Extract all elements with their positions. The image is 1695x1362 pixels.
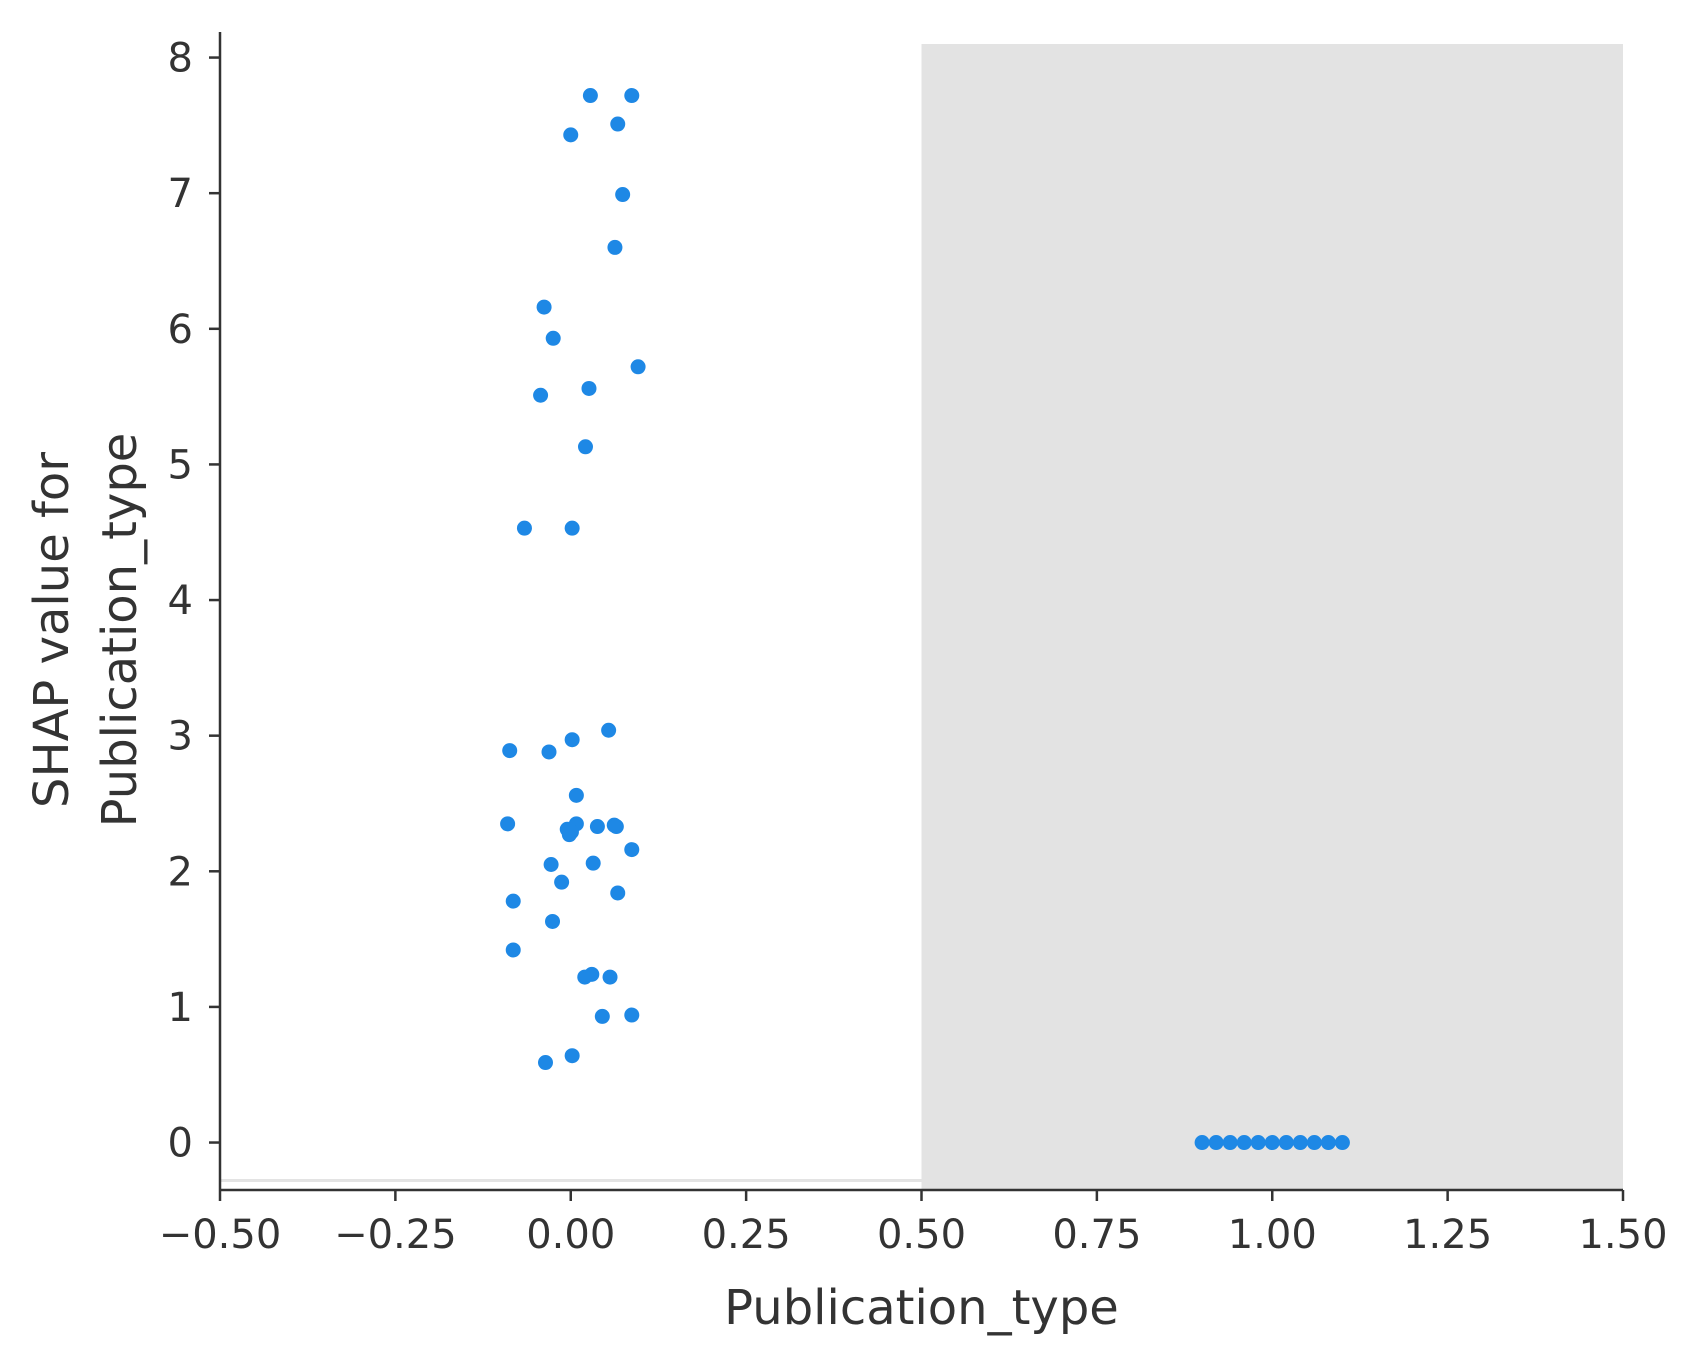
data-point: [610, 116, 626, 132]
data-point: [1320, 1135, 1336, 1151]
data-point: [568, 787, 584, 803]
y-tick-label: 5: [168, 442, 193, 488]
y-tick-label: 3: [168, 714, 193, 760]
data-point: [577, 969, 593, 985]
x-tick-label: 0.50: [877, 1212, 966, 1258]
data-point: [594, 1008, 610, 1024]
y-axis-ticks: 0 1 2 3 4 5 6 7 8: [168, 36, 220, 1167]
data-point: [563, 127, 579, 143]
y-axis-title-line-2: Publication_type: [92, 433, 148, 828]
data-point: [1306, 1135, 1322, 1151]
x-tick-label: 0.75: [1052, 1212, 1141, 1258]
data-point: [533, 387, 549, 403]
data-point: [607, 239, 623, 255]
data-point: [610, 885, 626, 901]
data-point: [502, 743, 518, 759]
data-point: [608, 819, 624, 835]
data-point: [582, 88, 598, 104]
data-point: [602, 969, 618, 985]
data-point: [564, 1048, 580, 1064]
y-tick-label: 6: [168, 307, 193, 353]
data-point: [581, 380, 597, 396]
y-axis-title-line-1: SHAP value for: [24, 452, 80, 808]
plot-background: [220, 44, 1623, 1190]
data-point: [1334, 1135, 1350, 1151]
data-point: [615, 187, 631, 203]
data-point: [1194, 1135, 1210, 1151]
data-point: [1236, 1135, 1252, 1151]
y-axis-title: SHAP value for Publication_type: [24, 433, 148, 828]
data-point: [563, 824, 579, 840]
background-band-left: [220, 44, 922, 1179]
data-point: [624, 842, 640, 858]
x-tick-label: −0.50: [159, 1212, 282, 1258]
data-point: [624, 88, 640, 104]
background-band-right: [921, 44, 1623, 1190]
y-tick-label: 4: [168, 578, 193, 624]
data-point: [537, 1055, 553, 1071]
data-point: [545, 330, 561, 346]
data-point: [554, 874, 570, 890]
data-point: [601, 722, 617, 738]
data-point: [1278, 1135, 1294, 1151]
data-point: [564, 732, 580, 748]
x-tick-label: 1.50: [1578, 1212, 1667, 1258]
data-point: [516, 520, 532, 536]
y-tick-label: 2: [168, 849, 193, 895]
data-point: [1250, 1135, 1266, 1151]
x-tick-label: 1.00: [1228, 1212, 1317, 1258]
data-point: [541, 744, 557, 760]
data-point: [505, 893, 521, 909]
x-tick-label: −0.25: [334, 1212, 457, 1258]
data-point: [624, 1007, 640, 1023]
y-tick-label: 8: [168, 36, 193, 82]
y-tick-label: 7: [168, 171, 193, 217]
x-axis-ticks: −0.50 −0.25 0.00 0.25 0.50 0.75 1.00 1.25 1.50: [159, 1190, 1668, 1258]
data-point: [564, 520, 580, 536]
data-point: [589, 819, 605, 835]
data-point: [543, 857, 559, 873]
data-point: [500, 816, 516, 832]
data-point: [577, 439, 593, 455]
y-tick-label: 1: [168, 985, 193, 1031]
data-point: [585, 855, 601, 871]
x-tick-label: 0.00: [526, 1212, 615, 1258]
data-point: [536, 299, 552, 315]
data-point: [1208, 1135, 1224, 1151]
data-point: [545, 913, 561, 929]
data-point: [1222, 1135, 1238, 1151]
x-axis-title: Publication_type: [724, 1280, 1119, 1336]
data-point: [505, 942, 521, 958]
scatter-points: [500, 88, 1350, 1151]
data-point: [1264, 1135, 1280, 1151]
x-tick-label: 1.25: [1403, 1212, 1492, 1258]
data-point: [630, 359, 646, 375]
y-tick-label: 0: [168, 1121, 193, 1167]
x-tick-label: 0.25: [702, 1212, 791, 1258]
data-point: [1292, 1135, 1308, 1151]
